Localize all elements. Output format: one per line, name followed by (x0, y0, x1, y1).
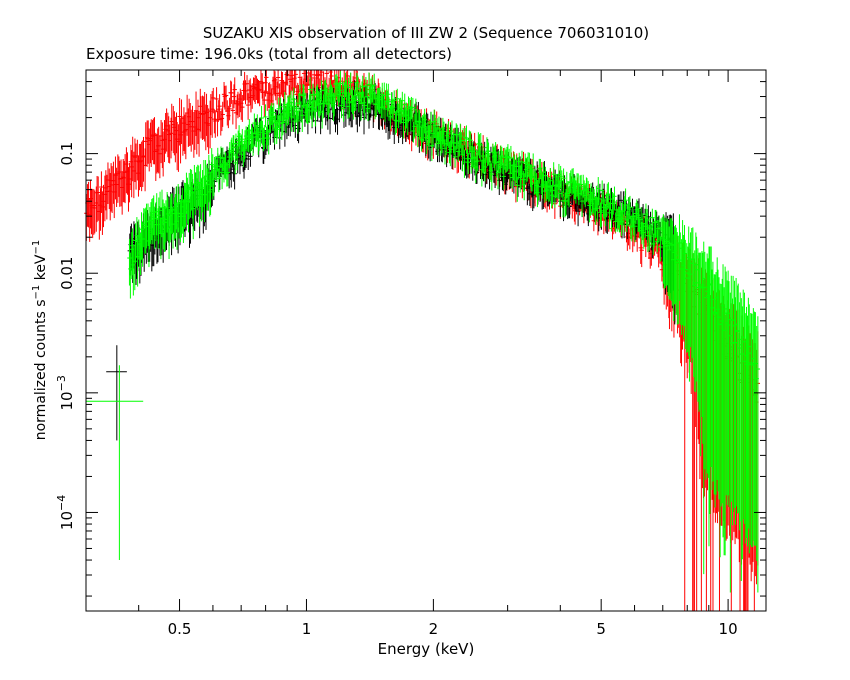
y-tick-label: 0.1 (58, 142, 76, 166)
series-2 (127, 71, 761, 593)
y-axis-label: normalized counts s−1 keV−1 (31, 240, 49, 441)
x-tick-label: 2 (429, 620, 439, 638)
y-tick-label: 10−4 (55, 495, 76, 530)
y-tick-label: 10−3 (55, 375, 76, 410)
y-axis-label-sup1: −1 (31, 285, 42, 300)
outlier-point-0 (106, 345, 127, 441)
chart-title: SUZAKU XIS observation of III ZW 2 (Sequ… (203, 24, 649, 42)
series-0 (84, 70, 761, 611)
y-tick-label-base: 10 (58, 391, 76, 410)
x-axis-label: Energy (keV) (378, 640, 475, 658)
plot-frame (85, 69, 767, 612)
x-tick-label: 0.5 (168, 620, 192, 638)
y-axis-label-main: normalized counts s (33, 299, 49, 440)
y-tick-label-base: 0.01 (58, 257, 76, 290)
data-layer (84, 70, 761, 611)
x-tick-label: 5 (596, 620, 606, 638)
y-tick-label-base: 0.1 (58, 142, 76, 166)
y-axis-label-mid: keV (33, 254, 49, 285)
outlier-point-1 (86, 365, 144, 561)
chart-subtitle: Exposure time: 196.0ks (total from all d… (86, 45, 452, 63)
y-tick-label-base: 10 (58, 511, 76, 530)
y-axis-label-sup2: −1 (31, 240, 42, 255)
x-tick-label: 1 (302, 620, 312, 638)
y-tick-label: 0.01 (58, 257, 76, 290)
y-tick-label-exp: −3 (55, 375, 68, 391)
y-tick-label-exp: −4 (55, 495, 68, 511)
x-tick-label: 10 (719, 620, 738, 638)
